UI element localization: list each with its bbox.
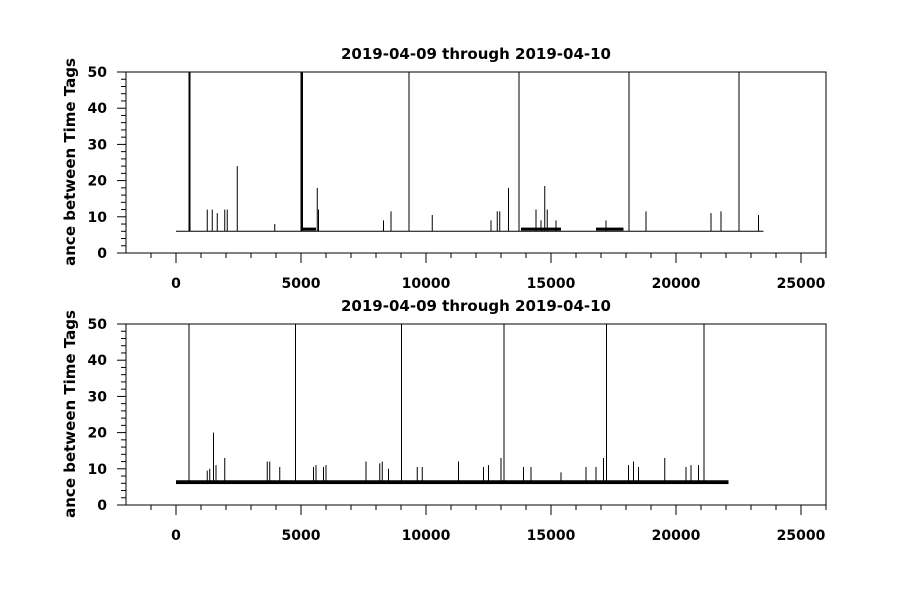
chart-panel-top: 2019-04-09 through 2019-04-10 ance betwe… bbox=[61, 45, 827, 292]
chart-title: 2019-04-09 through 2019-04-10 bbox=[341, 297, 611, 315]
y-tick-label: 50 bbox=[88, 65, 108, 81]
x-tick-label: 25000 bbox=[777, 528, 826, 544]
series-band bbox=[301, 227, 316, 231]
y-tick-label: 40 bbox=[88, 101, 108, 117]
y-axis-label: ance between Time Tags bbox=[61, 58, 79, 266]
x-tick-label: 10000 bbox=[402, 276, 451, 292]
y-tick-label: 20 bbox=[88, 426, 108, 442]
x-tick-label: 0 bbox=[171, 276, 181, 292]
chart-panel-bottom: 2019-04-09 through 2019-04-10 ance betwe… bbox=[61, 297, 827, 544]
y-tick-label: 0 bbox=[97, 246, 107, 262]
series-band bbox=[176, 481, 729, 485]
y-tick-label: 20 bbox=[88, 174, 108, 190]
y-tick-label: 40 bbox=[88, 353, 108, 369]
y-axis-label: ance between Time Tags bbox=[61, 310, 79, 518]
x-tick-label: 10000 bbox=[402, 528, 451, 544]
chart-title: 2019-04-09 through 2019-04-10 bbox=[341, 45, 611, 63]
y-tick-label: 30 bbox=[88, 137, 108, 153]
x-tick-label: 25000 bbox=[777, 276, 826, 292]
x-tick-label: 20000 bbox=[652, 276, 701, 292]
series-marks bbox=[176, 72, 764, 232]
y-tick-label: 10 bbox=[88, 210, 108, 226]
series-band bbox=[596, 227, 624, 231]
plot-frame bbox=[125, 323, 827, 506]
axis-ticks: 0 5000 10000 15000 20000 25000 0 10 20 30 40 50 bbox=[88, 317, 827, 544]
x-tick-label: 5000 bbox=[282, 528, 321, 544]
y-tick-label: 0 bbox=[97, 498, 107, 514]
y-tick-label: 30 bbox=[88, 389, 108, 405]
y-tick-label: 10 bbox=[88, 462, 108, 478]
series-marks bbox=[176, 324, 729, 485]
x-tick-label: 15000 bbox=[527, 276, 576, 292]
x-tick-label: 0 bbox=[171, 528, 181, 544]
x-tick-label: 5000 bbox=[282, 276, 321, 292]
y-tick-label: 50 bbox=[88, 317, 108, 333]
x-tick-label: 15000 bbox=[527, 528, 576, 544]
x-tick-label: 20000 bbox=[652, 528, 701, 544]
axis-ticks: 0 5000 10000 15000 20000 25000 0 10 20 30 40 50 bbox=[88, 65, 827, 292]
